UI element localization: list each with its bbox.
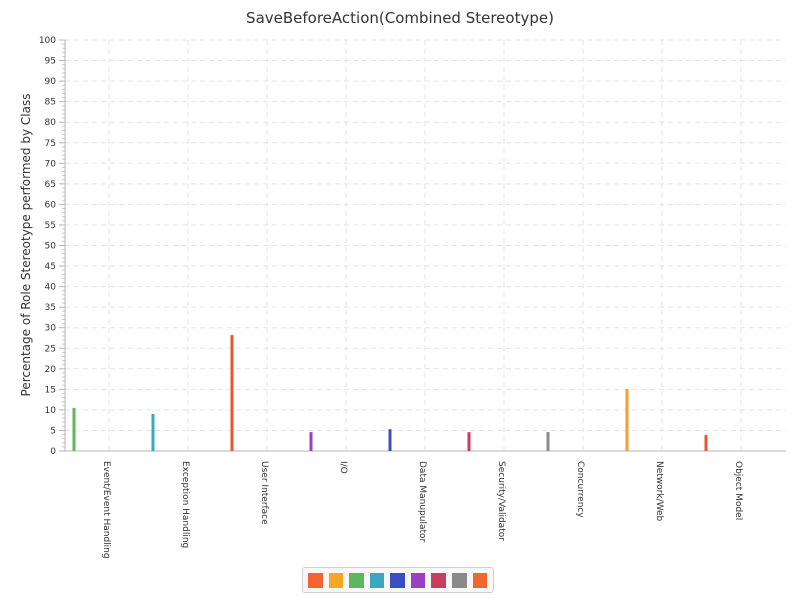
y-tick-label: 10	[45, 406, 57, 416]
y-tick-label: 95	[45, 57, 56, 67]
y-tick-label: 5	[50, 426, 56, 436]
legend-swatch	[328, 572, 344, 588]
legend	[302, 567, 494, 593]
bar	[72, 407, 76, 451]
bar	[546, 432, 550, 451]
bars	[72, 335, 708, 451]
legend-swatch	[308, 572, 323, 588]
x-tick-label: Concurrency	[575, 461, 585, 518]
bar	[230, 335, 234, 451]
y-tick-label: 70	[45, 159, 57, 169]
x-tick-label: Network/Web	[654, 461, 664, 522]
y-tick-label: 30	[45, 324, 57, 334]
x-tick-label: Object Model	[733, 461, 743, 520]
y-tick-label: 40	[45, 283, 57, 293]
bar	[309, 432, 313, 451]
bar	[388, 429, 392, 451]
x-tick-label: Security/Validator	[496, 461, 506, 541]
y-axis-label: Percentage of Role Stereotype performed …	[19, 94, 33, 397]
y-tick-label: 0	[50, 447, 56, 457]
legend-swatch	[349, 572, 364, 588]
x-tick-labels: Event/Event Handling Exception Handling Us…	[101, 461, 743, 559]
y-tick-label: 35	[45, 303, 56, 313]
x-tick-label: Data Manupulator	[417, 461, 427, 543]
grid	[65, 39, 786, 451]
bar	[151, 414, 155, 451]
x-tick-label: User Interface	[259, 461, 269, 525]
axes	[59, 39, 786, 452]
y-tick-label: 25	[45, 344, 56, 354]
legend-swatch	[431, 572, 446, 588]
y-tick-label: 85	[45, 98, 56, 108]
bar	[625, 388, 629, 451]
y-tick-label: 60	[45, 200, 57, 210]
legend-swatch	[410, 572, 426, 588]
y-tick-label: 100	[39, 36, 56, 46]
y-tick-label: 45	[45, 262, 56, 272]
y-tick-label: 90	[45, 77, 57, 87]
x-tick-label: I/O	[338, 461, 348, 474]
y-tick-label: 55	[45, 221, 56, 231]
x-tick-label: Exception Handling	[180, 461, 190, 548]
y-tick-label: 15	[45, 385, 56, 395]
y-tick-label: 65	[45, 180, 56, 190]
chart-title: SaveBeforeAction(Combined Stereotype)	[246, 9, 554, 27]
legend-swatch	[390, 572, 405, 588]
legend-swatch	[369, 572, 385, 588]
y-tick-label: 50	[45, 242, 57, 252]
y-tick-labels: 0 5 10 15 20 25 30 35 40 45 50 55 60 65 70 75 80 85 90 95 10…	[39, 36, 56, 457]
legend-swatch	[472, 572, 488, 588]
bar	[467, 432, 471, 451]
bar	[704, 434, 708, 451]
y-tick-label: 75	[45, 139, 56, 149]
legend-swatch	[451, 572, 467, 588]
y-tick-label: 80	[45, 118, 57, 128]
y-tick-label: 20	[45, 365, 57, 375]
x-tick-label: Event/Event Handling	[101, 461, 111, 559]
